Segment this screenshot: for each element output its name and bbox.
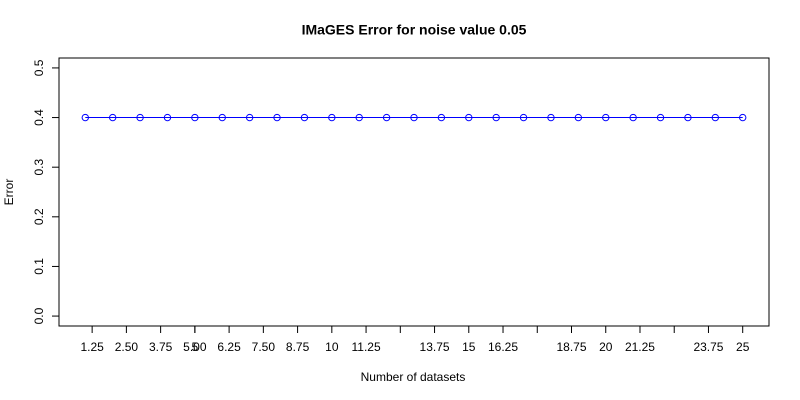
data-point	[492, 113, 500, 122]
x-tick-label: 1.25	[80, 340, 104, 354]
x-tick-label: 13.75	[420, 340, 450, 354]
x-tick-label: 8.75	[286, 340, 310, 354]
x-tick-label: 5	[192, 340, 199, 354]
y-tick-label: 0.1	[32, 258, 46, 275]
data-point	[191, 113, 199, 122]
data-point	[108, 113, 117, 122]
data-point	[81, 113, 89, 122]
data-point	[355, 113, 363, 122]
data-point	[245, 113, 254, 122]
x-tick-label: 3.75	[149, 340, 173, 354]
x-tick-label: 10	[325, 340, 339, 354]
data-point	[218, 113, 226, 122]
data-point	[739, 113, 747, 122]
x-tick-label: 7.50	[252, 340, 276, 354]
y-tick-label: 0.0	[32, 307, 46, 324]
x-tick-label: 25	[736, 340, 750, 354]
x-tick-label: 23.75	[693, 340, 723, 354]
x-tick-label: 6.25	[217, 340, 241, 354]
data-point	[328, 113, 336, 122]
x-tick-label: 16.25	[488, 340, 518, 354]
x-tick-label: 15	[462, 340, 476, 354]
data-point	[711, 113, 720, 122]
data-point	[547, 113, 555, 122]
data-point	[136, 113, 144, 122]
x-tick-label: 5.00	[183, 340, 207, 354]
y-tick-label: 0.2	[32, 208, 46, 225]
data-point	[382, 113, 391, 122]
data-point	[602, 113, 610, 122]
y-axis-label: Error	[2, 179, 16, 206]
plot-box	[58, 57, 770, 327]
data-point	[273, 113, 281, 122]
data-point	[574, 113, 583, 122]
data-point	[410, 113, 418, 122]
x-tick-label: 2.50	[115, 340, 139, 354]
y-tick-label: 0.3	[32, 159, 46, 176]
x-tick-label: 11.25	[351, 340, 380, 354]
data-point	[437, 113, 446, 122]
y-tick-label: 0.4	[32, 109, 46, 126]
data-point	[629, 113, 637, 122]
x-axis-label: Number of datasets	[361, 370, 466, 384]
data-point	[519, 113, 528, 122]
data-point	[300, 113, 309, 122]
data-point	[465, 113, 473, 122]
data-point	[656, 113, 665, 122]
data-point	[684, 113, 692, 122]
data-point	[163, 113, 172, 122]
y-tick-label: 0.5	[32, 59, 46, 76]
x-tick-label: 18.75	[556, 340, 586, 354]
x-tick-label: 20	[599, 340, 613, 354]
chart-title: IMaGES Error for noise value 0.05	[302, 22, 527, 38]
x-tick-label: 21.25	[625, 340, 655, 354]
